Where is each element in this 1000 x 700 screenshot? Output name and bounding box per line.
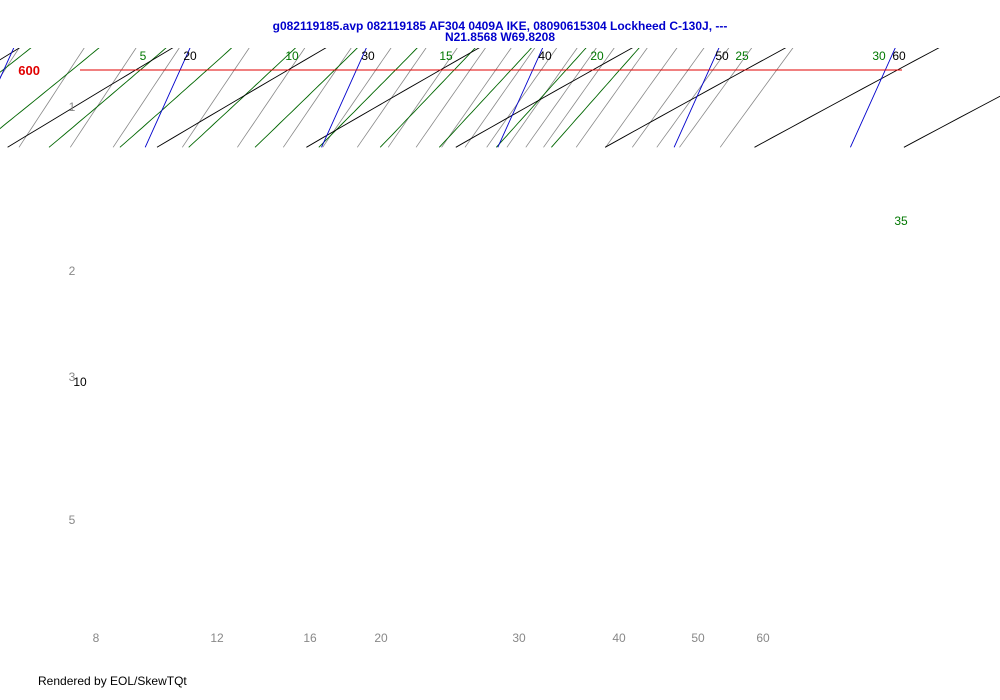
moist-adiabat-label: 5 (140, 49, 147, 63)
mixing-ratio-lines (0, 48, 794, 148)
mixing-ratio-line (415, 48, 486, 148)
dry-adiabat (455, 48, 633, 148)
isotherm (144, 48, 191, 148)
mixing-ratio-label: 60 (756, 631, 770, 645)
dry-adiabat (0, 0, 513, 147)
moist-adiabat-label: 30 (872, 49, 886, 63)
mixing-ratio-line (18, 48, 85, 148)
mixing-ratio-label: 40 (612, 631, 626, 645)
height-label: 2 (69, 264, 76, 278)
pressure-tick-label: 600 (18, 63, 40, 78)
mixing-ratio-label: 8 (93, 631, 100, 645)
dry-adiabats (0, 0, 1000, 148)
moist-adiabat-label: 10 (285, 49, 299, 63)
isotherm (0, 48, 15, 80)
mixing-ratio-label: 20 (374, 631, 388, 645)
dry-adiabat (306, 48, 480, 148)
isotherm (673, 48, 720, 148)
dry-adiabat (156, 48, 327, 148)
mixing-ratio-line (387, 48, 458, 148)
moist-adiabat (0, 0, 634, 147)
height-label: 3 (69, 370, 76, 384)
mixing-ratio-line (575, 48, 648, 148)
moist-adiabat (48, 48, 167, 148)
isotherm (0, 0, 106, 147)
mixing-ratio-line (69, 48, 137, 148)
moist-adiabat (0, 0, 679, 147)
mixing-ratio-line (605, 48, 678, 148)
dry-adiabat (604, 48, 787, 148)
height-label: 5 (69, 513, 76, 527)
mixing-ratio-line (112, 48, 180, 148)
mixing-ratio-line (356, 48, 427, 148)
mixing-ratio-label: 50 (691, 631, 705, 645)
moist-adiabat-label: 20 (590, 49, 604, 63)
moist-adiabat (318, 48, 418, 148)
dry-adiabat (7, 48, 174, 148)
dry-adiabat-label: 10 (73, 375, 87, 389)
moist-adiabat (551, 48, 640, 148)
moist-adiabats (0, 0, 679, 148)
moist-adiabat (379, 48, 476, 148)
dry-adiabat-label: 20 (183, 49, 197, 63)
mixing-ratio-line (679, 48, 753, 148)
dry-adiabat-label: 40 (538, 49, 552, 63)
mixing-ratio-label: 30 (512, 631, 526, 645)
mixing-ratio-line (506, 48, 578, 148)
sounding-title: g082119185.avp 082119185 AF304 0409A IKE… (272, 19, 728, 33)
axis-labels: 6007008009001000-20-10010203040102030405… (18, 49, 908, 645)
isotherms (0, 0, 896, 148)
moist-adiabat-label: 35 (894, 214, 908, 228)
dry-adiabat-label: 50 (715, 49, 729, 63)
mixing-ratio-line (656, 48, 730, 148)
mixing-ratio-line (543, 48, 615, 148)
dry-adiabat (903, 95, 1000, 148)
moist-adiabat (438, 48, 532, 148)
mixing-ratio-line (486, 48, 558, 148)
height-label: 1 (69, 100, 76, 114)
moist-adiabat (188, 48, 297, 148)
isotherm (321, 48, 367, 148)
mixing-ratio-label: 12 (210, 631, 224, 645)
mixing-ratio-line (237, 48, 306, 148)
moist-adiabat (119, 48, 233, 148)
moist-adiabat (0, 48, 100, 130)
sounding-location: N21.8568 W69.8208 (444, 30, 556, 44)
isotherm (849, 48, 896, 148)
dry-adiabat-label: 60 (892, 49, 906, 63)
dry-adiabat-label: 30 (361, 49, 375, 63)
dry-adiabat (754, 48, 940, 148)
mixing-ratio-label: 16 (303, 631, 317, 645)
moist-adiabat (254, 48, 358, 148)
moist-adiabat (0, 48, 32, 73)
moist-adiabat-label: 15 (439, 49, 453, 63)
render-credit: Rendered by EOL/SkewTQt (38, 674, 187, 688)
mixing-ratio-line (441, 48, 512, 148)
moist-adiabat (0, 0, 546, 147)
mixing-ratio-line (0, 48, 20, 79)
moist-adiabat (0, 0, 458, 147)
mixing-ratio-line (525, 48, 597, 148)
isotherm (497, 48, 544, 148)
isobars (80, 69, 902, 71)
dry-adiabat (0, 0, 691, 147)
moist-adiabat (495, 48, 587, 148)
dry-adiabat (0, 48, 21, 61)
moist-adiabat-label: 25 (735, 49, 749, 63)
mixing-ratio-line (181, 48, 250, 148)
